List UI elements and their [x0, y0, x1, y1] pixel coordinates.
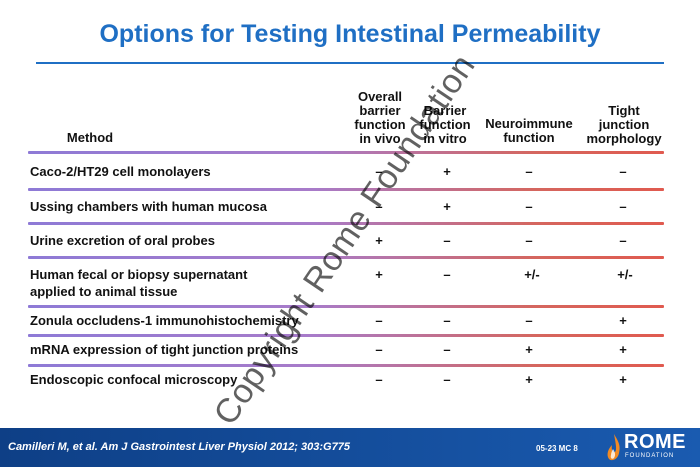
header-barrier-in-vitro: Barrier function in vitro: [419, 103, 471, 146]
table-cell: –: [619, 164, 627, 179]
footer-bar: Camilleri M, et al. Am J Gastrointest Li…: [0, 428, 700, 467]
title-divider: [36, 62, 664, 64]
table-cell: –: [375, 164, 383, 179]
table-cell: –: [619, 199, 627, 214]
table-cell: –: [443, 313, 451, 328]
table-separator: [28, 188, 664, 191]
header-overall-barrier: Overall barrier function in vivo: [354, 89, 406, 146]
table-separator: [28, 364, 664, 367]
table-cell: –: [619, 233, 627, 248]
table-row-method: Caco-2/HT29 cell monolayers: [30, 164, 211, 179]
table-row-method: Urine excretion of oral probes: [30, 233, 215, 248]
table-cell: +: [525, 342, 533, 357]
logo-text: ROME: [624, 431, 686, 453]
table-cell: –: [443, 342, 451, 357]
table-cell: +: [619, 372, 627, 387]
table-separator: [28, 334, 664, 337]
flame-icon: [607, 434, 620, 461]
table-cell: +/-: [617, 267, 633, 282]
logo-subtext: FOUNDATION: [625, 453, 675, 459]
table-cell: –: [375, 313, 383, 328]
table-separator: [28, 151, 664, 154]
table-cell: +: [375, 233, 383, 248]
table-row-method: Endoscopic confocal microscopy: [30, 372, 238, 387]
table-cell: –: [443, 233, 451, 248]
table-cell: –: [375, 199, 383, 214]
table-cell: +: [619, 342, 627, 357]
table-cell: –: [443, 267, 451, 282]
header-neuroimmune: Neuroimmune function: [485, 116, 573, 145]
table-row-method: Human fecal or biopsy supernatant applie…: [30, 267, 248, 299]
table-cell: +: [375, 267, 383, 282]
header-tight-junction: Tight junction morphology: [586, 103, 662, 146]
slide-title: Options for Testing Intestinal Permeabil…: [99, 20, 601, 48]
table-cell: –: [443, 372, 451, 387]
table-cell: –: [525, 164, 533, 179]
table-cell: –: [525, 199, 533, 214]
table-cell: +: [443, 164, 451, 179]
table-cell: –: [375, 342, 383, 357]
table-cell: –: [525, 313, 533, 328]
table-separator: [28, 256, 664, 259]
table-cell: +/-: [524, 267, 540, 282]
table-row-method: Zonula occludens-1 immunohistochemistry: [30, 313, 299, 328]
table-separator: [28, 222, 664, 225]
table-separator: [28, 305, 664, 308]
table-cell: +: [443, 199, 451, 214]
slide-code: 05-23 MC 8: [536, 444, 578, 453]
table-cell: +: [525, 372, 533, 387]
rome-foundation-logo: ROME FOUNDATION: [606, 431, 696, 465]
table-row-method: Ussing chambers with human mucosa: [30, 199, 267, 214]
citation: Camilleri M, et al. Am J Gastrointest Li…: [8, 441, 350, 453]
table-cell: –: [375, 372, 383, 387]
header-method: Method: [66, 130, 114, 145]
table-row-method: mRNA expression of tight junction protei…: [30, 342, 299, 357]
table-cell: –: [525, 233, 533, 248]
table-cell: +: [619, 313, 627, 328]
